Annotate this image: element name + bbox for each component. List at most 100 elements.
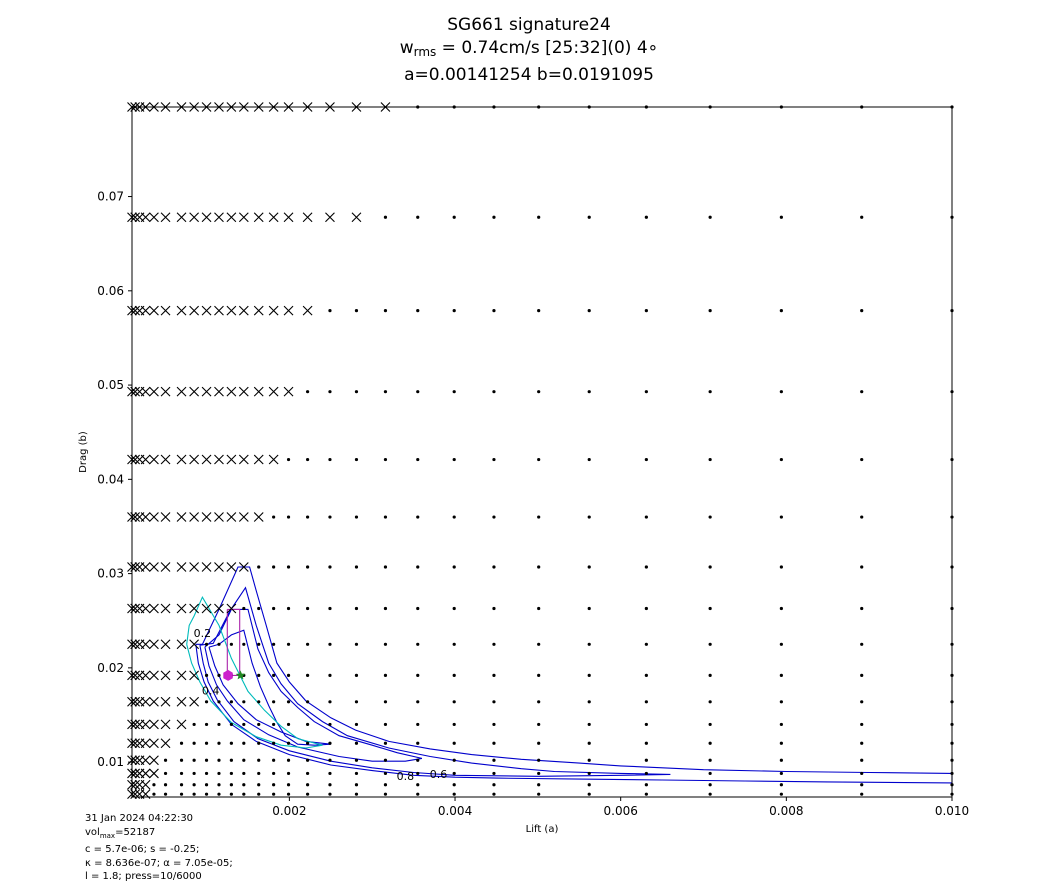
dot-point bbox=[179, 741, 184, 745]
cross-point bbox=[140, 768, 151, 779]
dot-point bbox=[587, 642, 591, 646]
dot-point bbox=[537, 642, 541, 646]
dot-point bbox=[416, 309, 420, 313]
chart-subtitle-params: a=0.00141254 b=0.0191095 bbox=[404, 65, 654, 85]
cross-point bbox=[149, 738, 159, 749]
dot-point bbox=[328, 771, 332, 776]
dot-point bbox=[587, 606, 591, 611]
dot-point bbox=[354, 771, 359, 776]
dot-point bbox=[860, 771, 864, 776]
cross-point bbox=[149, 639, 159, 650]
x-tick-label: 0.004 bbox=[438, 804, 472, 818]
dot-point bbox=[328, 758, 332, 762]
cross-point bbox=[189, 639, 200, 650]
wrms-subscript: rms bbox=[413, 45, 437, 59]
dot-point bbox=[204, 771, 209, 776]
cross-point bbox=[140, 779, 151, 790]
dot-point bbox=[257, 758, 261, 762]
dot-point bbox=[286, 741, 291, 745]
cross-point bbox=[140, 639, 151, 650]
dot-point bbox=[272, 771, 276, 776]
cross-point bbox=[149, 454, 159, 465]
dot-point bbox=[217, 771, 221, 776]
dot-point bbox=[452, 309, 456, 313]
cross-point bbox=[160, 738, 171, 749]
dot-point bbox=[354, 565, 359, 569]
dot-point bbox=[644, 390, 648, 394]
cross-point bbox=[149, 719, 159, 730]
dot-point bbox=[587, 565, 591, 569]
dot-point bbox=[286, 722, 291, 727]
cross-point bbox=[226, 562, 237, 572]
dot-point bbox=[272, 673, 276, 678]
dot-point bbox=[204, 741, 209, 745]
y-tick-label: 0.01 bbox=[97, 755, 124, 769]
x-axis-label: Lift (a) bbox=[526, 824, 559, 835]
dot-point bbox=[305, 606, 310, 611]
cross-point bbox=[149, 696, 159, 707]
dot-point bbox=[708, 457, 712, 462]
dot-point bbox=[328, 783, 332, 787]
dot-point bbox=[537, 783, 541, 787]
cross-point bbox=[189, 512, 200, 522]
dot-point bbox=[452, 700, 456, 704]
dot-point bbox=[192, 792, 196, 796]
dot-point bbox=[354, 642, 359, 646]
dot-point bbox=[192, 758, 196, 762]
chart-title-block: SG661 signature24 wrms = 0.74cm/s [25:32… bbox=[0, 14, 1058, 87]
cross-point bbox=[238, 454, 249, 465]
dot-point bbox=[383, 565, 388, 569]
dot-point bbox=[272, 606, 276, 611]
cross-point bbox=[176, 386, 187, 397]
footer-volmax: volmax=52187 bbox=[85, 826, 233, 844]
cross-point bbox=[238, 305, 249, 316]
dot-point bbox=[354, 606, 359, 611]
dot-point bbox=[708, 390, 712, 394]
dot-point bbox=[286, 515, 291, 519]
dot-point bbox=[644, 722, 648, 727]
dot-point bbox=[537, 457, 541, 462]
dot-point bbox=[644, 457, 648, 462]
dot-point bbox=[383, 515, 388, 519]
contour-label-2: 0.4 bbox=[202, 684, 220, 697]
dot-point bbox=[286, 792, 291, 796]
dot-point bbox=[328, 722, 332, 727]
volmax-value: =52187 bbox=[115, 826, 156, 838]
dot-point bbox=[644, 792, 648, 796]
dot-point bbox=[383, 792, 388, 796]
dot-point bbox=[272, 741, 276, 745]
dot-point bbox=[217, 792, 221, 796]
wrms-value: = 0.74cm/s [25:32](0) 4∘ bbox=[436, 38, 659, 58]
cross-point bbox=[201, 386, 212, 397]
cross-point bbox=[226, 603, 237, 614]
cross-point bbox=[160, 719, 171, 730]
cross-point bbox=[201, 305, 212, 316]
dot-point bbox=[217, 700, 221, 704]
cross-point bbox=[160, 670, 171, 681]
y-tick-label: 0.07 bbox=[97, 190, 124, 204]
cross-point bbox=[176, 603, 187, 614]
dot-point bbox=[204, 642, 209, 646]
dot-point bbox=[328, 741, 332, 745]
dot-point bbox=[305, 642, 310, 646]
x-tick-label: 0.010 bbox=[935, 804, 969, 818]
dot-point bbox=[708, 792, 712, 796]
dot-point bbox=[860, 390, 864, 394]
dot-point bbox=[416, 673, 420, 678]
chart-title: SG661 signature24 bbox=[447, 15, 611, 35]
dot-point bbox=[644, 606, 648, 611]
dot-point bbox=[354, 390, 359, 394]
dot-point bbox=[229, 722, 233, 727]
dot-point bbox=[452, 515, 456, 519]
dot-point bbox=[383, 771, 388, 776]
dot-point bbox=[272, 642, 276, 646]
cross-point bbox=[149, 768, 159, 779]
cross-point bbox=[140, 512, 151, 522]
dot-point bbox=[452, 457, 456, 462]
cross-point bbox=[149, 670, 159, 681]
dot-point bbox=[644, 783, 648, 787]
cross-point bbox=[253, 305, 264, 316]
cross-point bbox=[149, 305, 159, 316]
dot-point bbox=[217, 741, 221, 745]
